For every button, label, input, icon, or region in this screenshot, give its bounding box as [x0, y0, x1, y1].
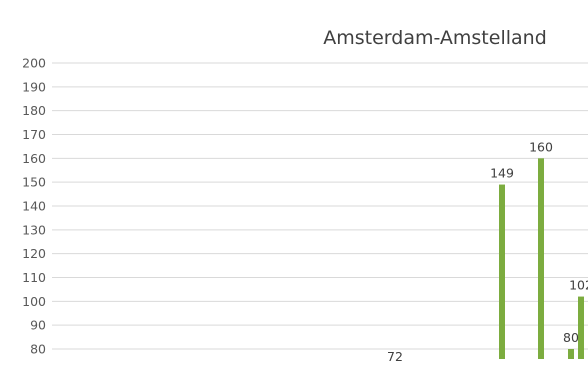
y-tick-label-90: 90 — [30, 318, 46, 333]
y-tick-label-140: 140 — [22, 199, 46, 214]
y-tick-label-150: 150 — [22, 175, 46, 190]
y-tick-label-110: 110 — [22, 270, 46, 285]
y-axis-tick-labels: 80 90 100 110 120 130 140 150 160 170 180 190 200 — [22, 56, 46, 357]
y-tick-label-170: 170 — [22, 127, 46, 142]
bars — [499, 158, 584, 359]
data-label-3: 160 — [529, 139, 553, 154]
y-tick-label-120: 120 — [22, 246, 46, 261]
y-tick-label-130: 130 — [22, 222, 46, 237]
bar-2 — [499, 184, 505, 359]
y-tick-label-180: 180 — [22, 103, 46, 118]
y-tick-label-190: 190 — [22, 79, 46, 94]
gridlines — [52, 62, 588, 350]
data-label-1: 72 — [387, 349, 403, 364]
data-label-5: 102 — [569, 278, 588, 293]
y-tick-label-160: 160 — [22, 151, 46, 166]
y-tick-label-200: 200 — [22, 56, 46, 71]
bar-3 — [538, 158, 544, 359]
chart-title: Amsterdam-Amstelland — [323, 27, 547, 49]
y-tick-label-100: 100 — [22, 294, 46, 309]
y-tick-label-80: 80 — [30, 342, 46, 357]
data-labels: 72 149 160 80 102 — [387, 139, 588, 364]
data-label-4: 80 — [563, 330, 579, 345]
bar-5 — [578, 296, 584, 359]
data-label-2: 149 — [490, 166, 514, 181]
bar-4 — [568, 349, 574, 359]
